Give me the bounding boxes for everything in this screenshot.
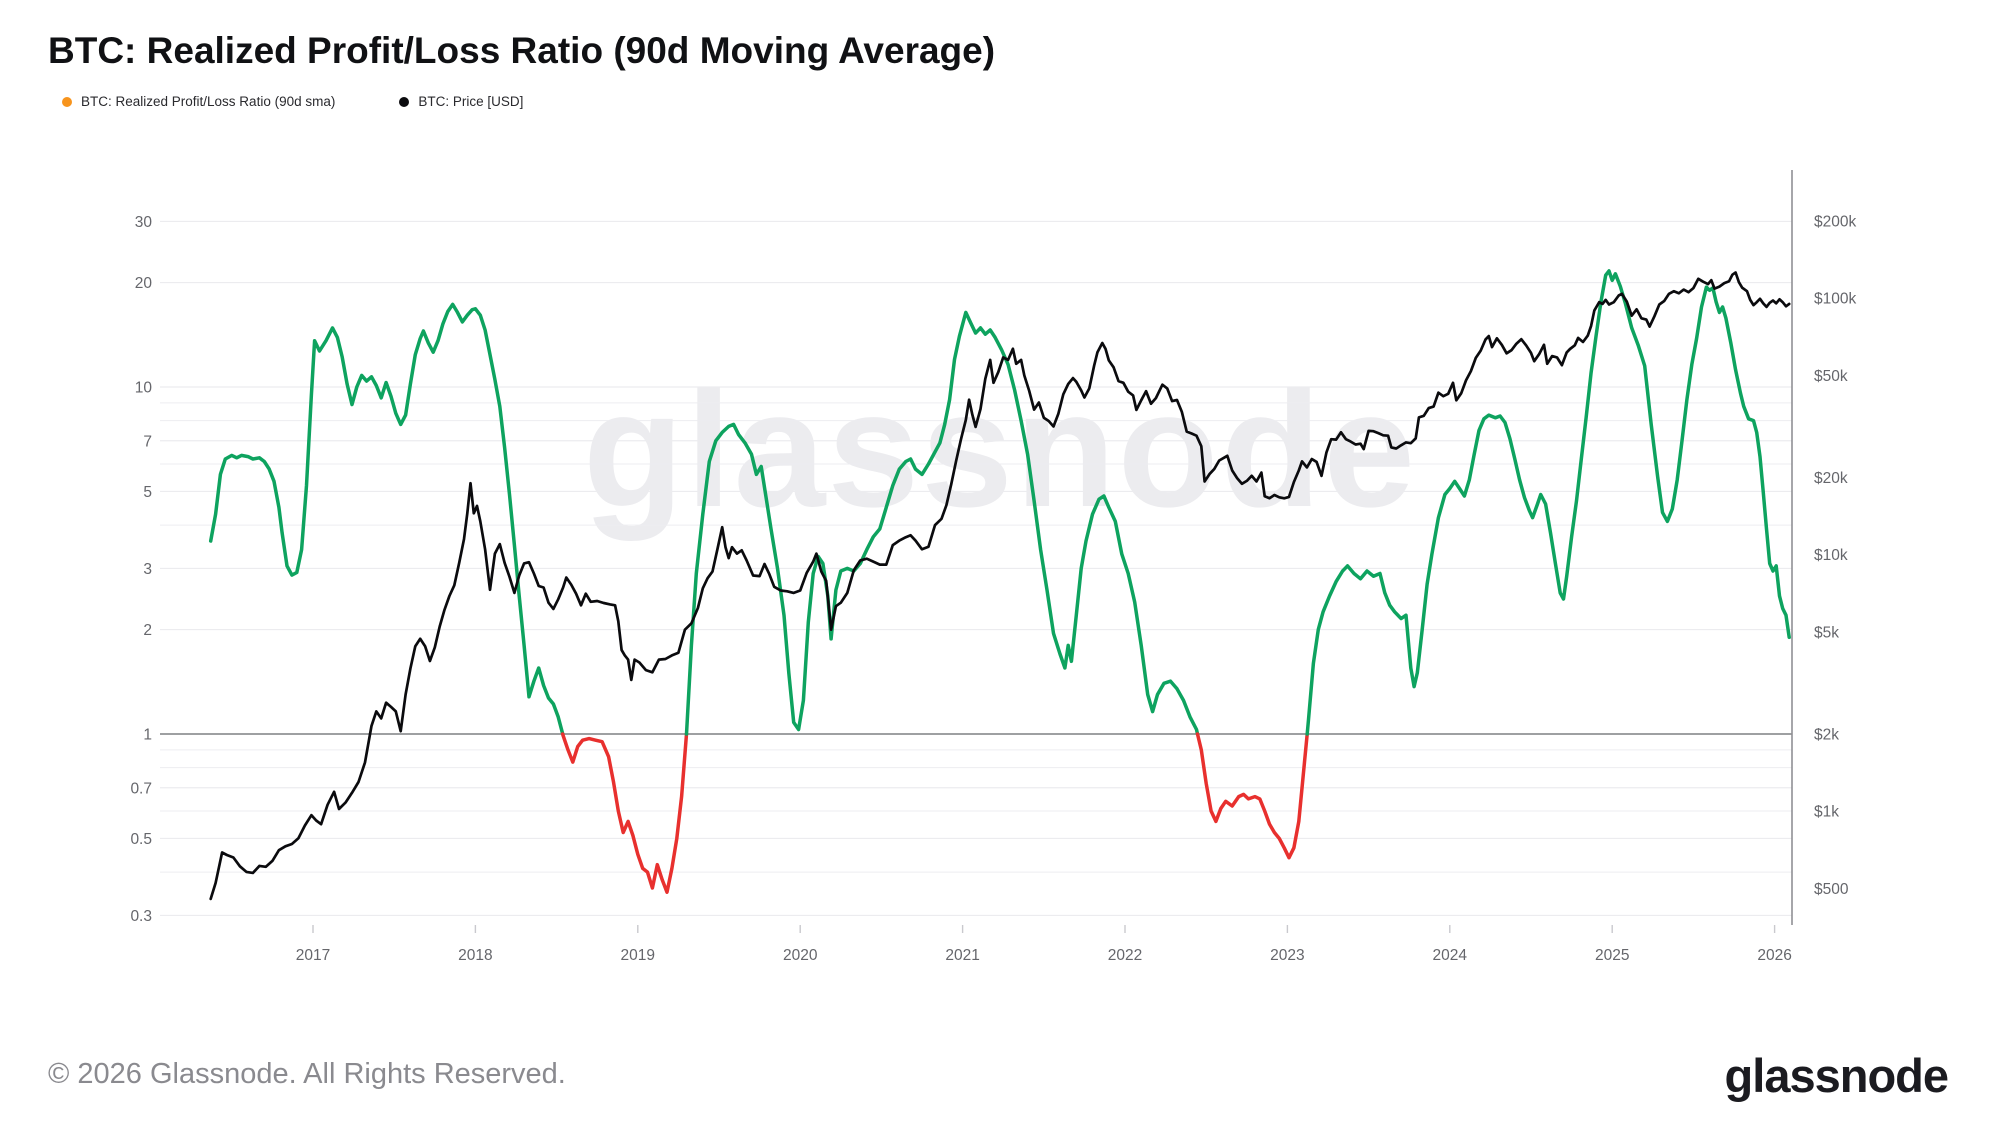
x-axis-year-label: 2024 — [1433, 947, 1468, 964]
glassnode-logo: glassnode — [1724, 1049, 1949, 1102]
legend-label-ratio: BTC: Realized Profit/Loss Ratio (90d sma… — [81, 94, 336, 109]
page-title: BTC: Realized Profit/Loss Ratio (90d Mov… — [48, 30, 996, 71]
ratio-series-dot-icon — [62, 96, 72, 107]
x-axis-year-label: 2025 — [1595, 947, 1629, 964]
y-right-tick-label: $1k — [1814, 804, 1839, 821]
y-left-tick-label: 10 — [135, 380, 153, 397]
y-left-tick-label: 0.5 — [130, 831, 152, 848]
y-left-tick-label: 0.3 — [130, 908, 152, 925]
y-left-tick-label: 7 — [143, 433, 152, 450]
glassnode-watermark: glassnode — [582, 357, 1418, 541]
x-axis-year-label: 2018 — [458, 947, 492, 964]
ratio-line-red-segment[interactable] — [560, 732, 689, 894]
x-axis-year-label: 2023 — [1270, 947, 1304, 964]
y-right-tick-label: $10k — [1814, 547, 1848, 564]
x-axis-year-label: 2022 — [1108, 947, 1142, 964]
y-left-tick-label: 20 — [135, 275, 153, 292]
y-left-tick-label: 30 — [135, 214, 153, 231]
x-axis-year-label: 2017 — [296, 947, 330, 964]
x-axis-year-label: 2020 — [783, 947, 818, 964]
ratio-line-red-segment[interactable] — [1195, 732, 1309, 860]
y-right-tick-label: $200k — [1814, 214, 1856, 231]
y-left-tick-label: 2 — [143, 622, 152, 639]
copyright-text: © 2026 Glassnode. All Rights Reserved. — [48, 1058, 566, 1090]
legend-item-ratio[interactable]: BTC: Realized Profit/Loss Ratio (90d sma… — [62, 94, 335, 109]
x-axis-year-label: 2019 — [621, 947, 655, 964]
x-axis-year-label: 2026 — [1757, 947, 1791, 964]
chart-legend: BTC: Realized Profit/Loss Ratio (90d sma… — [62, 94, 523, 109]
ratio-line-green-segment[interactable] — [1305, 269, 1791, 736]
price-line[interactable] — [209, 271, 1791, 901]
y-left-tick-label: 5 — [143, 484, 152, 501]
legend-item-price[interactable]: BTC: Price [USD] — [399, 94, 523, 109]
y-right-tick-label: $2k — [1814, 727, 1839, 744]
y-right-tick-label: $100k — [1814, 291, 1856, 308]
y-left-tick-label: 3 — [143, 561, 152, 578]
y-right-tick-label: $50k — [1814, 368, 1848, 385]
legend-label-price: BTC: Price [USD] — [418, 94, 524, 109]
y-right-tick-label: $500 — [1814, 881, 1849, 898]
price-series-dot-icon — [399, 96, 410, 107]
y-right-tick-label: $20k — [1814, 470, 1848, 487]
ratio-line-green-segment[interactable] — [684, 310, 1200, 736]
x-axis-year-label: 2021 — [945, 947, 979, 964]
y-left-tick-label: 1 — [143, 727, 152, 744]
y-left-tick-label: 0.7 — [130, 780, 152, 797]
ratio-line-green-segment[interactable] — [208, 302, 565, 736]
y-right-tick-label: $5k — [1814, 624, 1839, 641]
